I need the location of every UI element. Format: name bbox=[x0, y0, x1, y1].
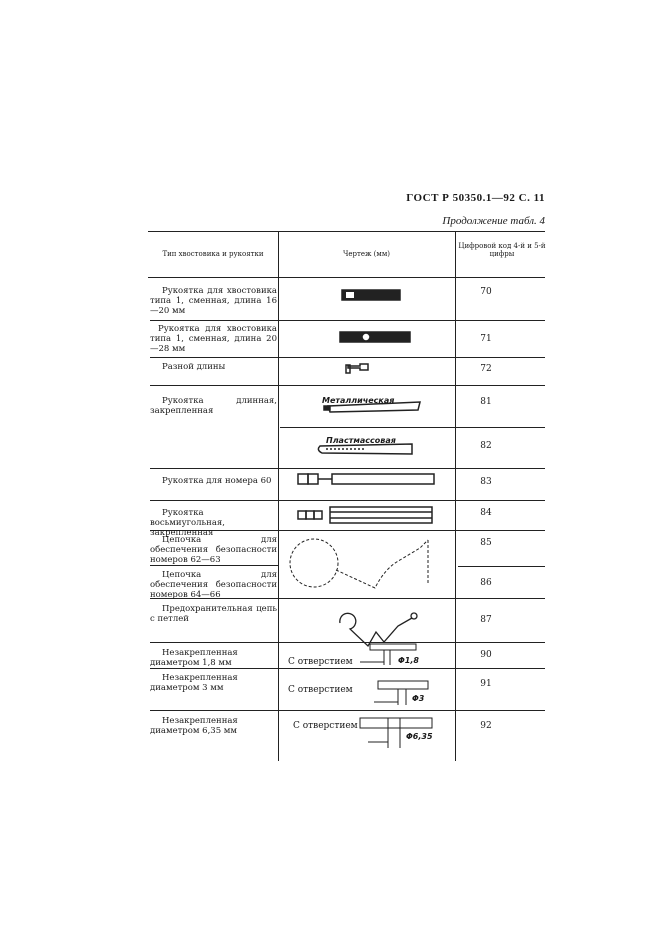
drawing-label-metal: Металлическая bbox=[322, 396, 395, 405]
row-type: Незакрепленная диаметром 1,8 мм bbox=[150, 648, 238, 668]
row-divider bbox=[150, 668, 545, 669]
row-divider bbox=[150, 642, 545, 643]
header-bottom-border bbox=[148, 277, 545, 278]
row-divider bbox=[150, 530, 545, 531]
row-divider bbox=[150, 385, 545, 386]
row-code: 70 bbox=[480, 287, 492, 297]
dimension-label: Φ3 bbox=[412, 694, 425, 703]
row-divider bbox=[150, 500, 545, 501]
row-divider bbox=[458, 566, 545, 567]
column-header-type: Тип хвостовика и рукоятки bbox=[162, 250, 264, 258]
handle-70-drawing bbox=[341, 289, 401, 301]
disc-90-drawing bbox=[360, 643, 417, 665]
row-code: 82 bbox=[480, 441, 492, 451]
column-header-drawing: Чертеж (мм) bbox=[342, 250, 391, 258]
safety-chain-drawing bbox=[289, 538, 429, 589]
row-type: Разной длины bbox=[162, 362, 226, 372]
column-divider bbox=[455, 231, 456, 761]
disc-92-drawing bbox=[359, 717, 433, 748]
row-type: Незакрепленная диаметром 6,35 мм bbox=[150, 716, 238, 736]
row-code: 86 bbox=[480, 578, 492, 588]
row-code: 92 bbox=[480, 721, 492, 731]
drawing-label-hole: С отверстием bbox=[288, 657, 353, 667]
row-type: Рукоятка восьмиугольная, закрепленная bbox=[150, 508, 225, 538]
octagonal-handle-drawing bbox=[297, 506, 433, 524]
handle-72-drawing bbox=[345, 363, 369, 374]
row-type: Рукоятка длинная, закрепленная bbox=[150, 396, 277, 416]
metal-handle-drawing bbox=[323, 401, 421, 413]
standard-header: ГОСТ Р 50350.1—92 С. 11 bbox=[406, 192, 545, 204]
row-divider bbox=[150, 320, 545, 321]
plastic-handle-drawing bbox=[317, 443, 413, 455]
row-code: 90 bbox=[480, 650, 492, 660]
row-code: 71 bbox=[480, 334, 492, 344]
row-code: 84 bbox=[480, 508, 492, 518]
row-type: Цепочка для обеспечения безопасности ном… bbox=[150, 535, 277, 565]
row-code: 87 bbox=[480, 615, 492, 625]
dimension-label: Φ6,35 bbox=[406, 732, 433, 741]
row-divider bbox=[150, 565, 278, 566]
table-continuation-label: Продолжение табл. 4 bbox=[442, 215, 545, 227]
row-divider bbox=[150, 710, 545, 711]
row-code: 91 bbox=[480, 679, 492, 689]
row-code: 72 bbox=[480, 364, 492, 374]
row-type: Рукоятка для хвостовика типа 1, сменная,… bbox=[150, 286, 277, 316]
disc-91-drawing bbox=[374, 680, 429, 705]
row-type: Цепочка для обеспечения безопасности ном… bbox=[150, 570, 277, 600]
row-code: 81 bbox=[480, 397, 492, 407]
drawing-label-plastic: Пластмассовая bbox=[326, 436, 396, 445]
table-top-border bbox=[148, 231, 545, 232]
drawing-label-hole: С отверстием bbox=[288, 685, 353, 695]
row-type: Рукоятка для номера 60 bbox=[162, 476, 272, 486]
row-type: Рукоятка для хвостовика типа 1, сменная,… bbox=[150, 324, 277, 354]
handle-71-drawing bbox=[339, 331, 411, 343]
row-type: Незакрепленная диаметром 3 мм bbox=[150, 673, 238, 693]
drawing-label-hole: С отверстием bbox=[293, 721, 358, 731]
handle-83-drawing bbox=[297, 473, 435, 485]
row-divider bbox=[150, 357, 545, 358]
row-code: 83 bbox=[480, 477, 492, 487]
chain-with-loop-drawing bbox=[339, 612, 418, 648]
row-code: 85 bbox=[480, 538, 492, 548]
column-divider bbox=[278, 231, 279, 761]
row-divider bbox=[280, 427, 545, 428]
row-divider bbox=[150, 598, 545, 599]
drawings bbox=[289, 289, 435, 748]
row-divider bbox=[150, 468, 545, 469]
row-type: Предохранительная цепь с петлей bbox=[150, 604, 277, 624]
dimension-label: Φ1,8 bbox=[398, 656, 419, 665]
column-header-code: Цифровой код 4-й и 5-й цифры bbox=[458, 242, 546, 258]
